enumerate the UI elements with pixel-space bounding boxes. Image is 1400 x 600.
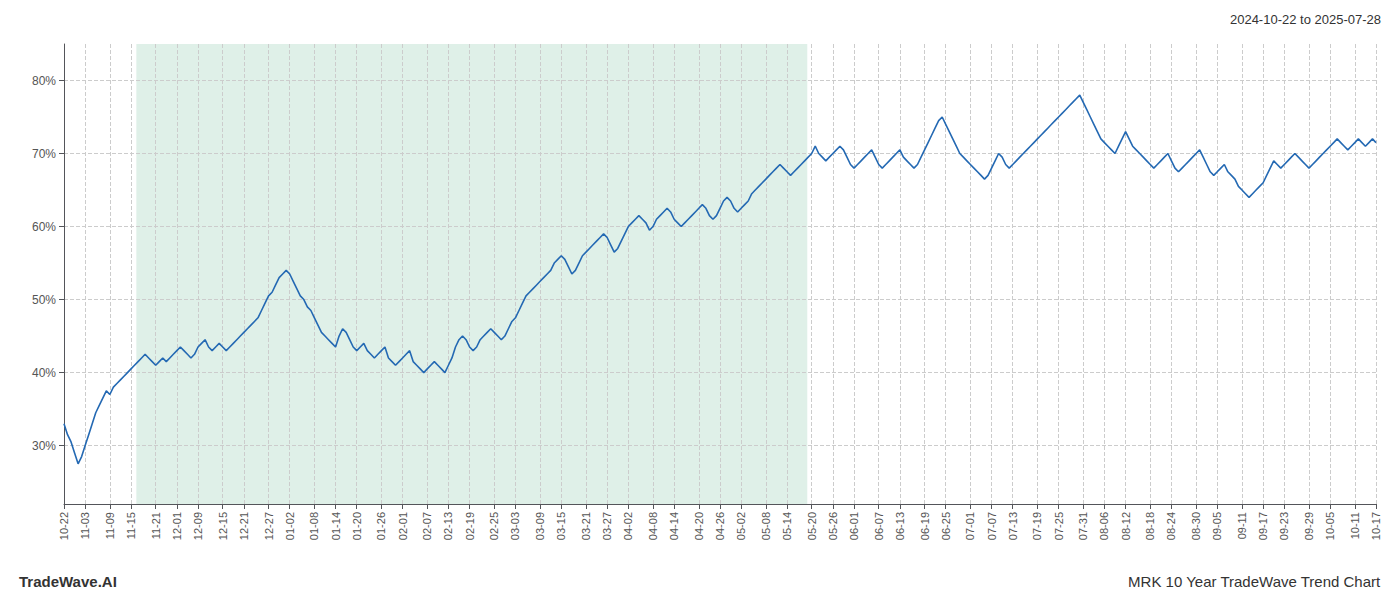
svg-text:12-09: 12-09 (192, 512, 204, 540)
svg-text:11-03: 11-03 (79, 512, 91, 539)
svg-text:08-30: 08-30 (1190, 512, 1202, 540)
svg-text:02-07: 02-07 (421, 512, 433, 540)
svg-text:06-01: 06-01 (848, 512, 860, 540)
svg-text:03-21: 03-21 (580, 512, 592, 540)
svg-text:04-26: 04-26 (714, 512, 726, 540)
svg-text:08-12: 08-12 (1120, 512, 1132, 540)
svg-text:06-25: 06-25 (940, 512, 952, 540)
svg-text:03-27: 03-27 (601, 512, 613, 540)
svg-text:07-01: 07-01 (964, 512, 976, 540)
svg-text:07-07: 07-07 (986, 512, 998, 540)
svg-text:09-11: 09-11 (1236, 512, 1248, 539)
svg-text:06-07: 06-07 (873, 512, 885, 540)
svg-text:80%: 80% (32, 74, 56, 88)
svg-text:02-25: 02-25 (488, 512, 500, 540)
svg-text:04-08: 04-08 (647, 512, 659, 540)
svg-text:11-15: 11-15 (125, 512, 137, 539)
svg-text:09-23: 09-23 (1278, 512, 1290, 540)
svg-text:07-13: 07-13 (1007, 512, 1019, 540)
svg-text:04-20: 04-20 (693, 512, 705, 540)
svg-text:08-18: 08-18 (1144, 512, 1156, 540)
svg-text:07-31: 07-31 (1077, 512, 1089, 540)
svg-text:01-14: 01-14 (330, 512, 342, 540)
svg-text:30%: 30% (32, 439, 56, 453)
svg-text:04-14: 04-14 (668, 512, 680, 540)
svg-text:10-05: 10-05 (1324, 512, 1336, 540)
svg-text:08-24: 08-24 (1165, 512, 1177, 540)
svg-text:02-19: 02-19 (464, 512, 476, 540)
svg-text:12-21: 12-21 (238, 512, 250, 540)
svg-text:10-22: 10-22 (58, 512, 70, 540)
svg-text:01-08: 01-08 (308, 512, 320, 540)
svg-text:02-13: 02-13 (442, 512, 454, 540)
svg-text:03-03: 03-03 (509, 512, 521, 540)
svg-text:09-05: 09-05 (1211, 512, 1223, 540)
svg-text:09-29: 09-29 (1303, 512, 1315, 540)
svg-text:05-26: 05-26 (827, 512, 839, 540)
svg-text:05-08: 05-08 (760, 512, 772, 540)
svg-text:04-02: 04-02 (622, 512, 634, 540)
svg-text:05-14: 05-14 (781, 512, 793, 540)
svg-text:05-02: 05-02 (735, 512, 747, 540)
svg-text:07-19: 07-19 (1031, 512, 1043, 540)
svg-text:50%: 50% (32, 293, 56, 307)
svg-text:03-15: 03-15 (555, 512, 567, 540)
svg-text:MRK 10 Year TradeWave Trend Ch: MRK 10 Year TradeWave Trend Chart (1128, 573, 1381, 590)
svg-text:07-25: 07-25 (1053, 512, 1065, 540)
svg-text:40%: 40% (32, 366, 56, 380)
svg-text:02-01: 02-01 (397, 512, 409, 540)
svg-text:06-13: 06-13 (894, 512, 906, 540)
svg-text:08-06: 08-06 (1098, 512, 1110, 540)
svg-text:12-01: 12-01 (171, 512, 183, 540)
svg-text:11-09: 11-09 (104, 512, 116, 539)
svg-text:05-20: 05-20 (806, 512, 818, 540)
svg-text:10-11: 10-11 (1349, 512, 1361, 539)
svg-text:06-19: 06-19 (919, 512, 931, 540)
svg-text:12-27: 12-27 (263, 512, 275, 540)
svg-text:12-15: 12-15 (217, 512, 229, 540)
svg-text:01-26: 01-26 (375, 512, 387, 540)
svg-text:70%: 70% (32, 147, 56, 161)
svg-text:01-02: 01-02 (284, 512, 296, 540)
svg-text:60%: 60% (32, 220, 56, 234)
svg-text:01-20: 01-20 (351, 512, 363, 540)
svg-text:03-09: 03-09 (534, 512, 546, 540)
svg-text:2024-10-22 to 2025-07-28: 2024-10-22 to 2025-07-28 (1230, 12, 1381, 27)
svg-text:11-21: 11-21 (150, 512, 162, 539)
svg-text:TradeWave.AI: TradeWave.AI (19, 573, 117, 590)
svg-text:10-17: 10-17 (1370, 512, 1382, 540)
svg-text:09-17: 09-17 (1257, 512, 1269, 540)
